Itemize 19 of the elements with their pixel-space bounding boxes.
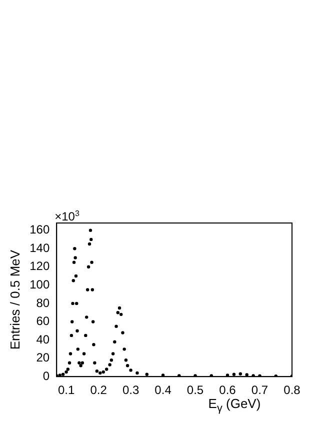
y-tick-label: 100 <box>30 277 50 292</box>
x-tick-label: 0.7 <box>251 383 268 398</box>
x-tick-label: 0.1 <box>58 383 75 398</box>
y-tick-label: 120 <box>30 259 50 274</box>
y-tick-label: 0 <box>42 368 50 383</box>
x-tick-label: 0.5 <box>186 383 204 398</box>
x-tick-label: 0.6 <box>219 383 236 398</box>
x-tick-label: 0.8 <box>284 383 301 398</box>
y-tick-label: 160 <box>30 222 50 237</box>
x-tick-label: 0.2 <box>90 383 108 398</box>
x-tick-label: 0.3 <box>122 383 140 398</box>
y-tick-label: 80 <box>36 296 50 310</box>
y-tick-label: 140 <box>30 240 50 255</box>
x-axis-title: E$_{γ}$ (GeV) <box>208 396 261 414</box>
y-tick-label: 60 <box>36 314 50 328</box>
y-tick-label: 40 <box>36 332 50 346</box>
y-axis-title: Entries / 0.5 MeV <box>7 250 22 350</box>
y-tick-label: 20 <box>36 350 50 365</box>
x-tick-label: 0.4 <box>154 383 172 398</box>
